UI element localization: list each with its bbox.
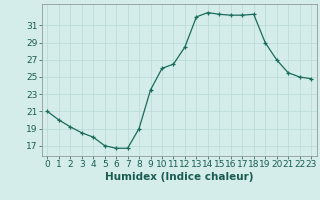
X-axis label: Humidex (Indice chaleur): Humidex (Indice chaleur) xyxy=(105,172,253,182)
